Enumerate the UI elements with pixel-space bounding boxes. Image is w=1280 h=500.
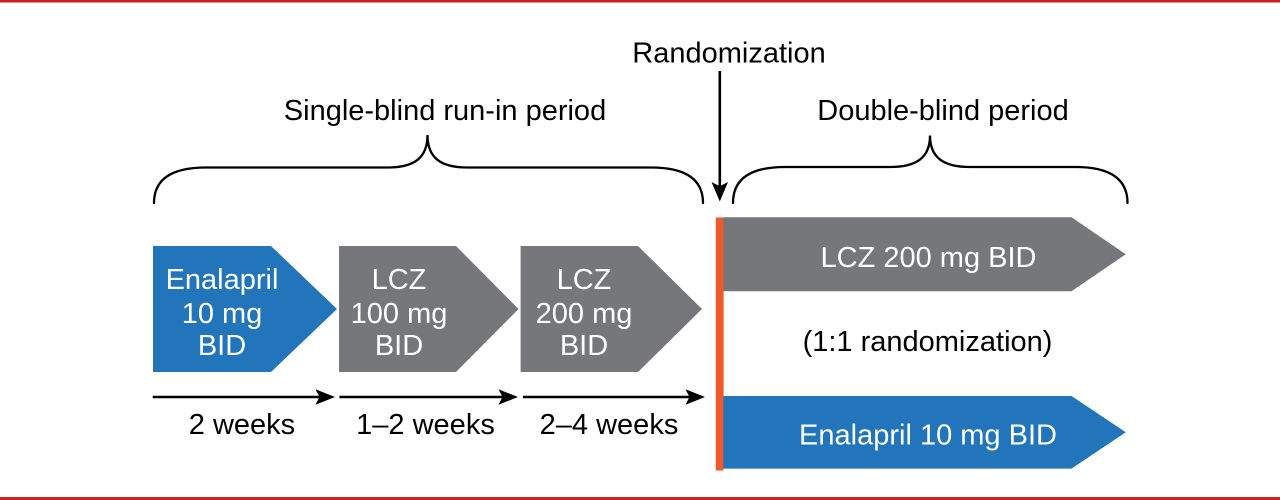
svg-text:10 mg: 10 mg (182, 298, 263, 330)
svg-text:Randomization: Randomization (632, 38, 825, 70)
svg-text:Double-blind period: Double-blind period (817, 95, 1069, 127)
svg-text:LCZ: LCZ (372, 264, 427, 296)
svg-text:LCZ: LCZ (557, 264, 612, 296)
svg-text:Enalapril 10 mg BID: Enalapril 10 mg BID (799, 420, 1057, 452)
svg-text:200 mg: 200 mg (536, 298, 633, 330)
svg-text:1–2 weeks: 1–2 weeks (356, 409, 495, 441)
svg-text:(1:1 randomization): (1:1 randomization) (803, 326, 1053, 358)
svg-text:BID: BID (375, 330, 423, 362)
svg-text:Enalapril: Enalapril (166, 264, 279, 296)
svg-text:100 mg: 100 mg (351, 298, 448, 330)
svg-text:LCZ 200 mg BID: LCZ 200 mg BID (821, 242, 1037, 274)
svg-text:Single-blind run-in period: Single-blind run-in period (284, 95, 606, 127)
svg-text:2 weeks: 2 weeks (189, 409, 295, 441)
svg-text:BID: BID (560, 330, 608, 362)
svg-text:2–4 weeks: 2–4 weeks (540, 409, 679, 441)
svg-text:BID: BID (198, 330, 246, 362)
